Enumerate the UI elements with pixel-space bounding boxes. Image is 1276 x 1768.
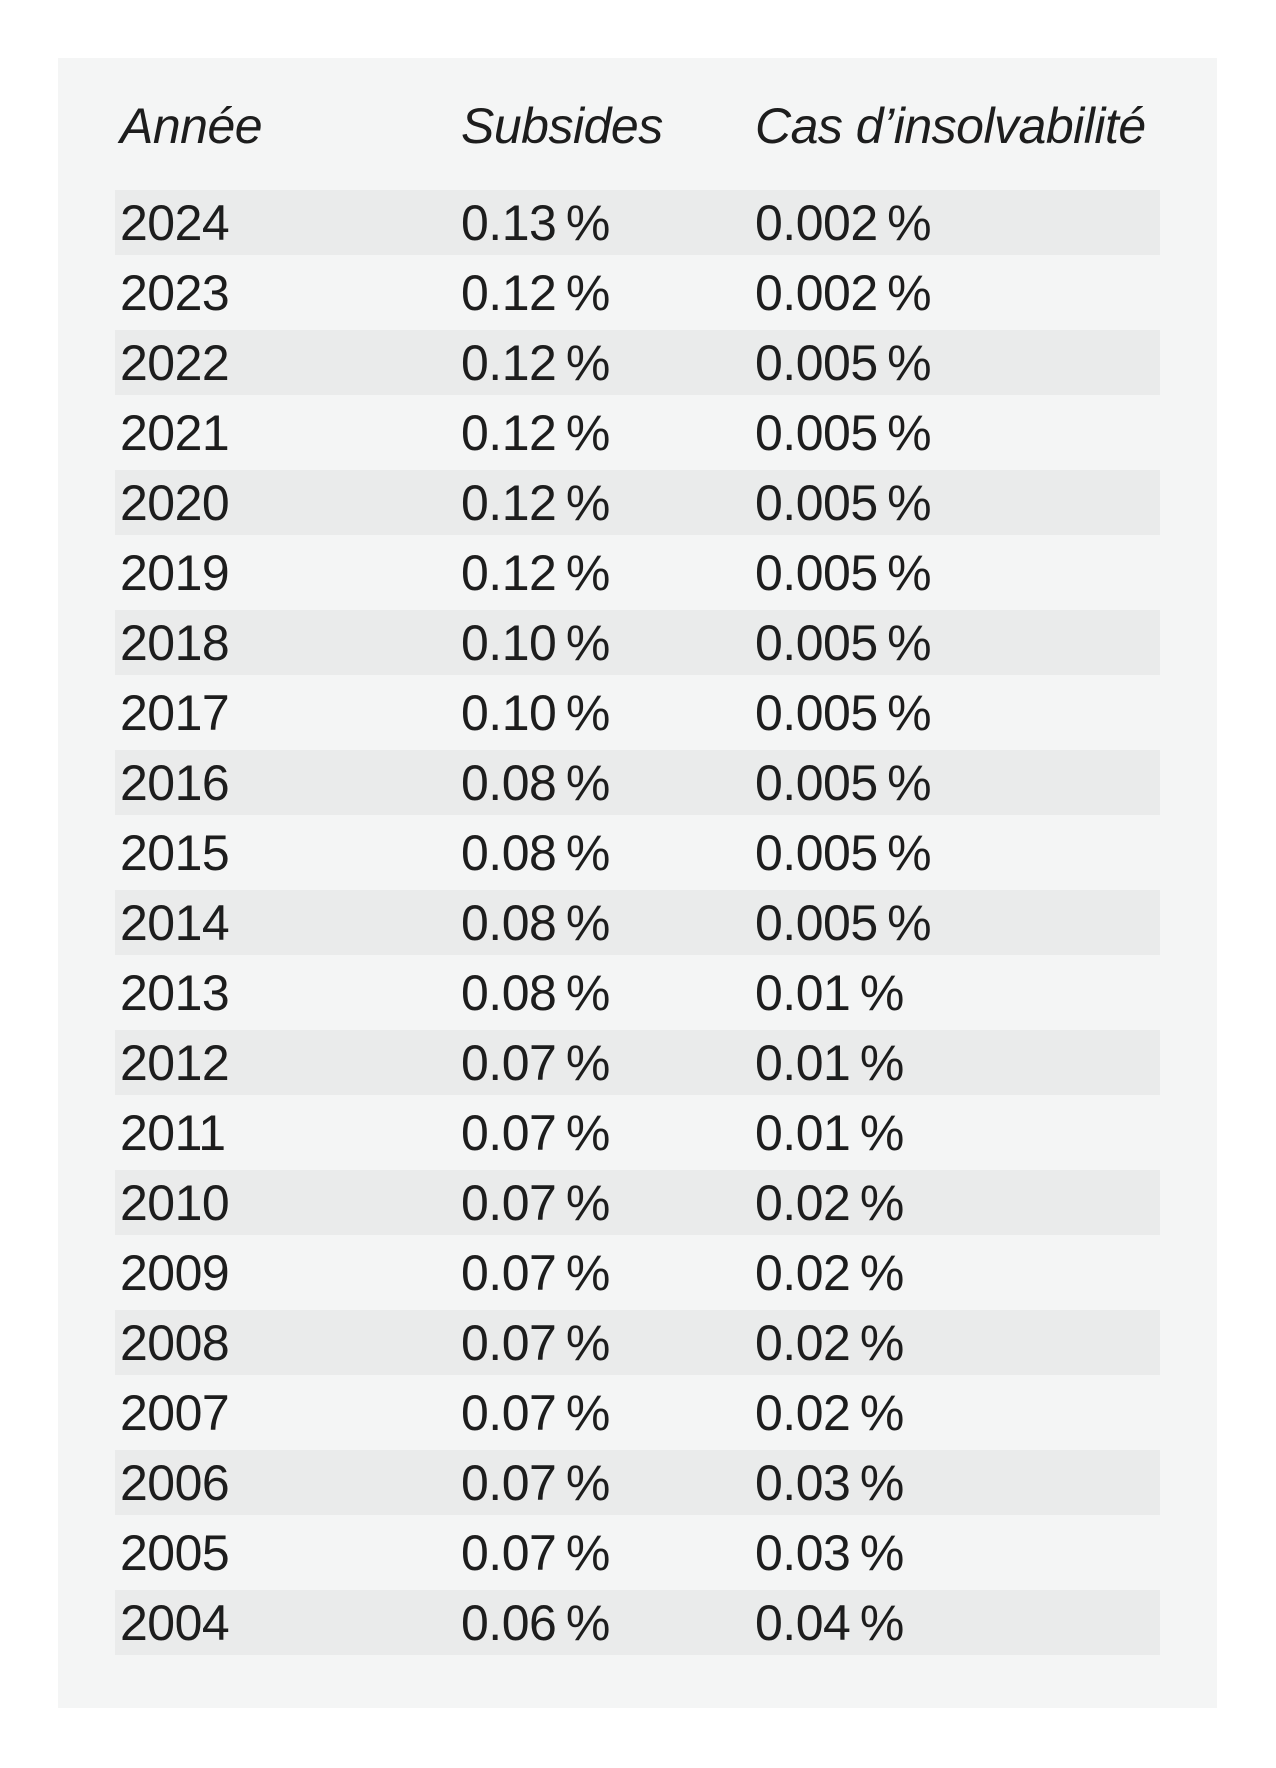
subsides-cell: 0.12 % [461, 264, 610, 321]
cas-insolvabilite-cell: 0.002 % [755, 264, 932, 321]
subsides-cell: 0.07 % [461, 1314, 610, 1371]
year-cell: 2005 [120, 1524, 230, 1581]
table-panel: Année Subsides Cas d’insolvabilité 2024 0… [58, 58, 1217, 1708]
subsides-cell: 0.12 % [461, 334, 610, 391]
year-cell: 2015 [120, 824, 230, 881]
subsides-cell: 0.08 % [461, 824, 610, 881]
subsides-cell: 0.07 % [461, 1454, 610, 1511]
subsides-cell: 0.07 % [461, 1034, 610, 1091]
table-row: 2009 0.07 % 0.02 % [115, 1240, 1160, 1305]
cas-insolvabilite-cell: 0.005 % [755, 614, 932, 671]
subsides-cell: 0.08 % [461, 894, 610, 951]
subsides-cell: 0.12 % [461, 404, 610, 461]
year-cell: 2021 [120, 404, 230, 461]
cas-insolvabilite-cell: 0.005 % [755, 684, 932, 741]
year-cell: 2004 [120, 1594, 230, 1651]
table-row: 2019 0.12 % 0.005 % [115, 540, 1160, 605]
cas-insolvabilite-cell: 0.01 % [755, 1104, 904, 1161]
subsides-cell: 0.06 % [461, 1594, 610, 1651]
table-row: 2010 0.07 % 0.02 % [115, 1170, 1160, 1235]
cas-insolvabilite-cell: 0.005 % [755, 894, 932, 951]
column-header-cas-insolvabilite: Cas d’insolvabilité [755, 98, 1146, 154]
column-header-subsides: Subsides [461, 98, 663, 154]
table-row: 2020 0.12 % 0.005 % [115, 470, 1160, 535]
table-row: 2015 0.08 % 0.005 % [115, 820, 1160, 885]
table-row: 2012 0.07 % 0.01 % [115, 1030, 1160, 1095]
table-row: 2022 0.12 % 0.005 % [115, 330, 1160, 395]
cas-insolvabilite-cell: 0.02 % [755, 1384, 904, 1441]
cas-insolvabilite-cell: 0.005 % [755, 474, 932, 531]
subsides-cell: 0.07 % [461, 1524, 610, 1581]
cas-insolvabilite-cell: 0.03 % [755, 1524, 904, 1581]
year-cell: 2006 [120, 1454, 230, 1511]
subsides-cell: 0.12 % [461, 474, 610, 531]
subsides-cell: 0.08 % [461, 754, 610, 811]
year-cell: 2022 [120, 334, 230, 391]
year-cell: 2017 [120, 684, 230, 741]
cas-insolvabilite-cell: 0.01 % [755, 1034, 904, 1091]
year-cell: 2013 [120, 964, 230, 1021]
year-cell: 2024 [120, 194, 230, 251]
year-cell: 2014 [120, 894, 230, 951]
table-body: 2024 0.13 % 0.002 % 2023 0.12 % 0.002 % 2022 0.… [115, 190, 1160, 1655]
cas-insolvabilite-cell: 0.02 % [755, 1244, 904, 1301]
year-cell: 2007 [120, 1384, 230, 1441]
cas-insolvabilite-cell: 0.03 % [755, 1454, 904, 1511]
table-row: 2005 0.07 % 0.03 % [115, 1520, 1160, 1585]
cas-insolvabilite-cell: 0.005 % [755, 404, 932, 461]
year-cell: 2019 [120, 544, 230, 601]
cas-insolvabilite-cell: 0.02 % [755, 1314, 904, 1371]
column-header-annee: Année [120, 98, 263, 154]
table-row: 2024 0.13 % 0.002 % [115, 190, 1160, 255]
cas-insolvabilite-cell: 0.02 % [755, 1174, 904, 1231]
subsides-cell: 0.10 % [461, 614, 610, 671]
table-header-row: Année Subsides Cas d’insolvabilité [115, 98, 1160, 154]
cas-insolvabilite-cell: 0.002 % [755, 194, 932, 251]
year-cell: 2008 [120, 1314, 230, 1371]
subsides-cell: 0.13 % [461, 194, 610, 251]
subsides-cell: 0.07 % [461, 1244, 610, 1301]
subsides-cell: 0.12 % [461, 544, 610, 601]
year-cell: 2009 [120, 1244, 230, 1301]
year-cell: 2010 [120, 1174, 230, 1231]
cas-insolvabilite-cell: 0.005 % [755, 754, 932, 811]
cas-insolvabilite-cell: 0.005 % [755, 824, 932, 881]
cas-insolvabilite-cell: 0.04 % [755, 1594, 904, 1651]
subsides-cell: 0.07 % [461, 1174, 610, 1231]
year-cell: 2023 [120, 264, 230, 321]
cas-insolvabilite-cell: 0.005 % [755, 544, 932, 601]
subsides-cell: 0.07 % [461, 1384, 610, 1441]
cas-insolvabilite-cell: 0.005 % [755, 334, 932, 391]
subsides-cell: 0.08 % [461, 964, 610, 1021]
year-cell: 2020 [120, 474, 230, 531]
table-row: 2004 0.06 % 0.04 % [115, 1590, 1160, 1655]
table-row: 2011 0.07 % 0.01 % [115, 1100, 1160, 1165]
table-row: 2017 0.10 % 0.005 % [115, 680, 1160, 745]
table-row: 2018 0.10 % 0.005 % [115, 610, 1160, 675]
cas-insolvabilite-cell: 0.01 % [755, 964, 904, 1021]
year-cell: 2016 [120, 754, 230, 811]
table-row: 2016 0.08 % 0.005 % [115, 750, 1160, 815]
table-row: 2007 0.07 % 0.02 % [115, 1380, 1160, 1445]
table-row: 2008 0.07 % 0.02 % [115, 1310, 1160, 1375]
table-row: 2006 0.07 % 0.03 % [115, 1450, 1160, 1515]
year-cell: 2011 [120, 1104, 226, 1161]
year-cell: 2018 [120, 614, 230, 671]
table-row: 2013 0.08 % 0.01 % [115, 960, 1160, 1025]
year-cell: 2012 [120, 1034, 230, 1091]
subsides-cell: 0.07 % [461, 1104, 610, 1161]
table-row: 2021 0.12 % 0.005 % [115, 400, 1160, 465]
table-row: 2014 0.08 % 0.005 % [115, 890, 1160, 955]
table-row: 2023 0.12 % 0.002 % [115, 260, 1160, 325]
subsides-cell: 0.10 % [461, 684, 610, 741]
